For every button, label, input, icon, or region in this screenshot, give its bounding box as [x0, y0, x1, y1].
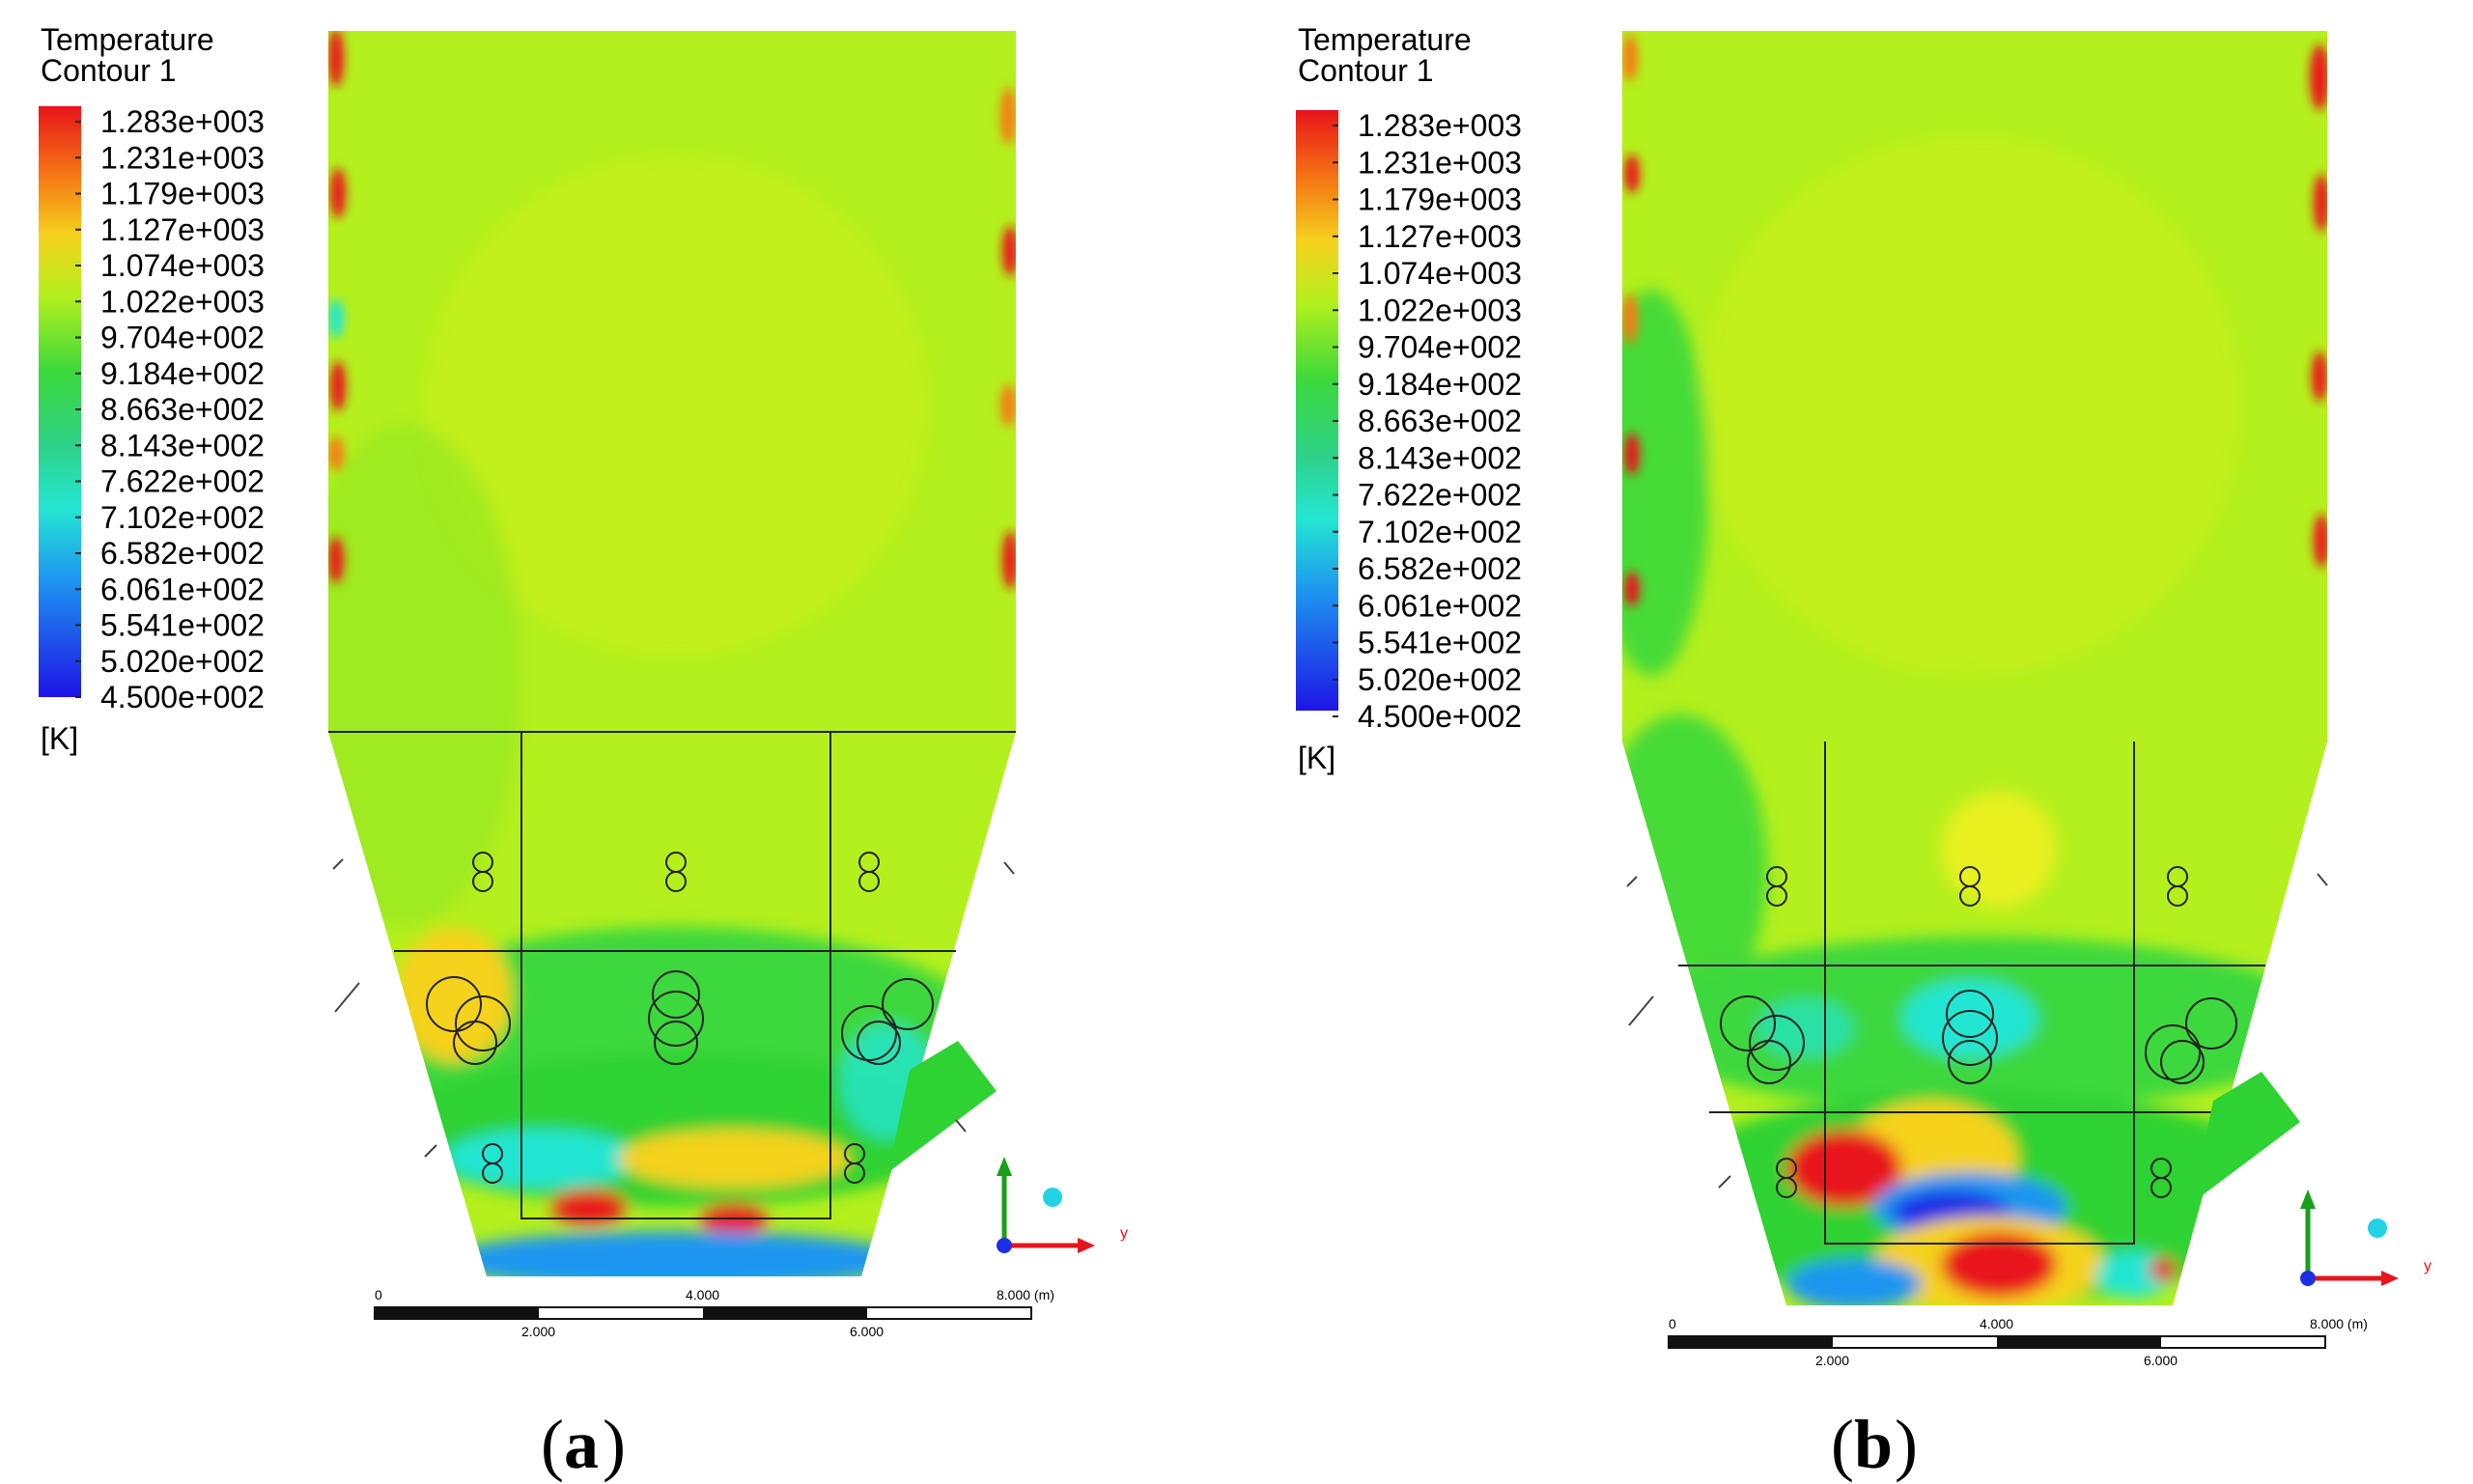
axis-label: y [2424, 1258, 2431, 1274]
legend-value: 9.704e+002 [1358, 330, 1522, 365]
temperature-field [1622, 31, 2327, 1305]
legend-title-line1: Temperature [1298, 22, 1472, 57]
legend-value: 9.184e+002 [1358, 367, 1522, 402]
scale-tick-6: 6.000 [2144, 1353, 2178, 1368]
legend-value: 4.500e+002 [1358, 699, 1522, 734]
scale-tick-0: 0 [1669, 1316, 1676, 1331]
scale-tick-2: 2.000 [1815, 1353, 1849, 1368]
legend-value: 5.020e+002 [1358, 662, 1522, 697]
scale-tick-8: 8.000 (m) [2310, 1316, 2368, 1331]
legend-title-line2: Contour 1 [41, 53, 177, 88]
legend-value: 8.663e+002 [1358, 404, 1522, 438]
legend-value: 7.622e+002 [100, 464, 265, 499]
legend-value: 1.179e+003 [1358, 182, 1522, 217]
mesh-lines [1678, 742, 2265, 1245]
legend-value: 1.283e+003 [1358, 108, 1522, 143]
legend-value: 9.704e+002 [100, 321, 265, 355]
burner-circles [426, 852, 934, 1184]
legend-value: 6.582e+002 [100, 536, 265, 571]
legend-value: 7.102e+002 [1358, 515, 1522, 549]
axis-triad: y [2300, 1190, 2431, 1286]
legend-unit: [K] [41, 721, 78, 756]
scale-tick-4: 4.000 [686, 1287, 719, 1302]
legend-value: 5.541e+002 [1358, 626, 1522, 660]
temperature-field [328, 31, 1016, 1276]
scale-tick-8: 8.000 (m) [997, 1287, 1054, 1302]
legend-labels: 1.283e+0031.231e+0031.179e+0031.127e+003… [75, 104, 265, 714]
contour-figure-b: Temperature Contour 1 1.283e+0031.231e+0… [1296, 22, 2431, 1483]
legend-value: 1.283e+003 [100, 104, 265, 139]
panel-a: Temperature Contour 1 1.283e+003 1.231e+0… [0, 0, 1236, 1484]
scale-tick-0: 0 [375, 1287, 382, 1302]
axis-label: y [1120, 1225, 1128, 1242]
panel-caption-open: ( [1831, 1406, 1854, 1483]
legend-value: 1.231e+003 [100, 140, 265, 175]
legend-value: 1.127e+003 [100, 212, 265, 247]
scale-tick-4: 4.000 [1980, 1316, 2013, 1331]
scale-bar: 0 4.000 8.000 (m) 2.000 6.000 [1668, 1316, 2368, 1368]
legend-value: 1.231e+003 [1358, 145, 1522, 180]
legend-value: 1.179e+003 [100, 177, 265, 211]
panel-caption-letter: b [1854, 1406, 1893, 1483]
legend-value: 7.622e+002 [1358, 478, 1522, 513]
legend-value: 9.184e+002 [100, 356, 265, 391]
legend-value: 1.074e+003 [100, 248, 265, 283]
side-inlet [888, 1041, 997, 1172]
color-bar [1296, 110, 1338, 711]
burner-circles [1720, 866, 2237, 1198]
panel-caption-close: ) [603, 1406, 626, 1483]
legend-value: 6.061e+002 [1358, 588, 1522, 623]
legend-value: 1.074e+003 [1358, 256, 1522, 291]
panel-b: Temperature Contour 1 1.283e+003 1.231e+0… [1236, 0, 2473, 1484]
legend-value: 1.127e+003 [1358, 219, 1522, 254]
legend-title-line1: Temperature [41, 22, 214, 57]
panel-caption-open: ( [541, 1406, 564, 1483]
legend-labels: 1.283e+0031.231e+0031.179e+0031.127e+003… [1333, 108, 1522, 734]
legend-value: 6.061e+002 [100, 572, 265, 606]
mesh-lines [328, 731, 1016, 1219]
nozzle-marks [332, 858, 1015, 1158]
color-bar [39, 106, 81, 697]
scale-tick-6: 6.000 [850, 1324, 884, 1339]
nozzle-marks [1626, 873, 2328, 1189]
legend-value: 8.143e+002 [1358, 440, 1522, 475]
panel-caption-letter: a [564, 1406, 599, 1483]
axis-triad: y [997, 1157, 1128, 1253]
legend-value: 7.102e+002 [100, 500, 265, 535]
legend-value: 6.582e+002 [1358, 551, 1522, 586]
legend-value: 5.541e+002 [100, 608, 265, 643]
legend-value: 5.020e+002 [100, 644, 265, 679]
legend-title-line2: Contour 1 [1298, 53, 1434, 88]
legend-value: 8.143e+002 [100, 428, 265, 462]
legend-value: 4.500e+002 [100, 680, 265, 714]
scale-tick-2: 2.000 [521, 1324, 555, 1339]
legend-unit: [K] [1298, 741, 1335, 775]
scale-bar: 0 4.000 8.000 (m) 2.000 6.000 [374, 1287, 1054, 1339]
panel-caption-close: ) [1895, 1406, 1918, 1483]
legend-value: 1.022e+003 [100, 284, 265, 319]
legend-value: 8.663e+002 [100, 392, 265, 427]
side-inlet [2192, 1072, 2300, 1203]
legend-value: 1.022e+003 [1358, 293, 1522, 327]
contour-figure-a: Temperature Contour 1 1.283e+0031.231e+0… [39, 22, 1128, 1483]
